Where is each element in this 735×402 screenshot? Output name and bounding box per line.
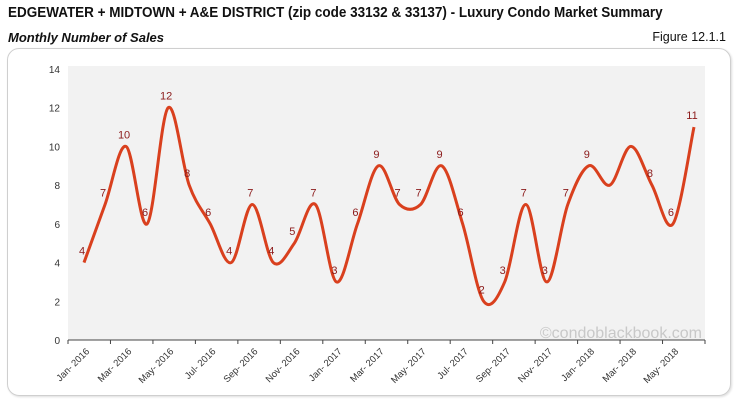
data-label: 7 — [563, 188, 569, 200]
y-tick-label: 10 — [49, 142, 61, 153]
data-label: 7 — [394, 188, 400, 200]
data-label: 7 — [247, 188, 253, 200]
x-tick-label: Jul- 2016 — [183, 346, 218, 381]
chart-subtitle: Monthly Number of Sales — [8, 30, 165, 45]
data-label: 6 — [205, 207, 211, 219]
data-label: 7 — [100, 188, 106, 200]
data-label: 9 — [373, 149, 379, 161]
y-tick-label: 4 — [54, 259, 60, 270]
data-label: 7 — [310, 188, 316, 200]
x-tick-label: Mar- 2016 — [96, 346, 134, 384]
data-label: 3 — [331, 265, 337, 277]
data-label: 4 — [79, 246, 85, 258]
data-label: 8 — [184, 168, 190, 180]
plot-area — [68, 66, 705, 340]
data-label: 9 — [437, 149, 443, 161]
y-tick-label: 6 — [54, 220, 60, 231]
x-tick-label: Sep- 2016 — [222, 346, 261, 385]
data-label: 8 — [647, 168, 653, 180]
data-label: 6 — [142, 207, 148, 219]
data-label: 3 — [500, 265, 506, 277]
x-tick-label: May- 2017 — [389, 346, 429, 386]
series-line — [82, 106, 696, 307]
data-label: 7 — [415, 188, 421, 200]
data-label: 6 — [668, 207, 674, 219]
data-label: 2 — [479, 284, 485, 296]
data-label: 5 — [289, 226, 295, 238]
chart-frame — [7, 48, 731, 396]
y-tick-label: 8 — [54, 181, 60, 192]
x-tick-label: Jan- 2016 — [54, 346, 92, 384]
x-tick-label: Jan- 2017 — [307, 346, 345, 384]
data-label: 10 — [118, 129, 130, 141]
x-tick-label: Mar- 2018 — [601, 346, 639, 384]
figure-number: Figure 12.1.1 — [652, 30, 726, 44]
watermark: ©condoblackbook.com — [540, 325, 702, 342]
x-tick-label: Jan- 2018 — [559, 346, 597, 384]
chart-title: EDGEWATER + MIDTOWN + A&E DISTRICT (zip … — [8, 5, 663, 21]
data-label: 11 — [686, 110, 697, 122]
x-tick-label: May- 2018 — [642, 346, 682, 386]
data-label: 3 — [542, 265, 548, 277]
y-tick-label: 12 — [49, 104, 61, 115]
x-tick-label: Sep- 2017 — [474, 346, 513, 385]
x-tick-label: Nov- 2017 — [516, 346, 555, 385]
data-label: 6 — [352, 207, 358, 219]
data-label: 4 — [268, 246, 274, 258]
data-label: 12 — [160, 91, 172, 103]
x-tick-label: Nov- 2016 — [264, 346, 303, 385]
x-tick-label: Mar- 2017 — [348, 346, 386, 384]
x-tick-label: Jul- 2017 — [435, 346, 470, 381]
data-label: 6 — [458, 207, 464, 219]
y-tick-label: 0 — [54, 336, 60, 347]
data-label: 4 — [226, 246, 232, 258]
y-tick-label: 14 — [49, 65, 61, 76]
data-label: 7 — [521, 188, 527, 200]
x-tick-label: May- 2016 — [137, 346, 177, 386]
y-tick-label: 2 — [54, 297, 60, 308]
data-label: 9 — [584, 149, 590, 161]
